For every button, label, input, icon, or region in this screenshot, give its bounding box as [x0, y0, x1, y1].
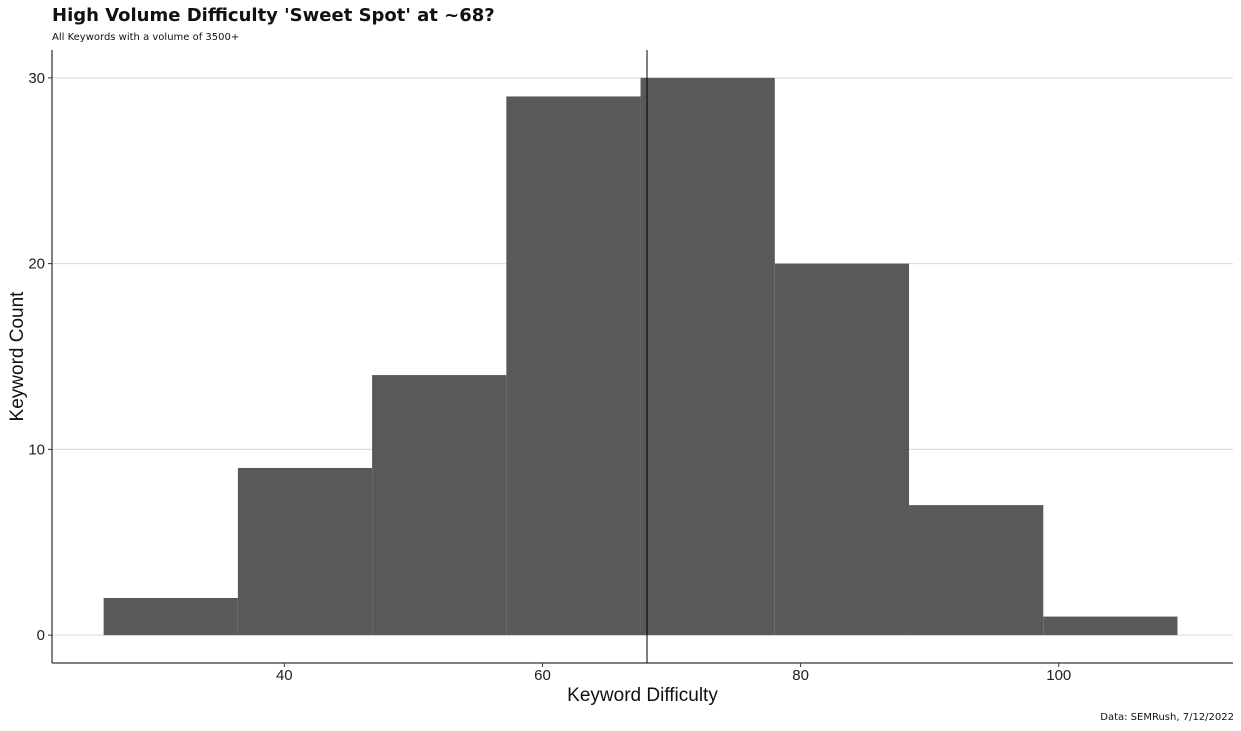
histogram-bar-7: [909, 505, 1044, 636]
x-tick-label-60: 60: [534, 667, 551, 684]
x-axis-title: Keyword Difficulty: [567, 685, 718, 706]
histogram-bar-3: [372, 375, 507, 636]
histogram-bar-6: [774, 263, 910, 636]
y-axis-title: Keyword Count: [7, 291, 28, 422]
y-tick-label-20: 20: [28, 256, 45, 273]
x-tick-label-100: 100: [1046, 667, 1071, 684]
histogram-bar-5: [640, 77, 775, 636]
chart-title: High Volume Difficulty 'Sweet Spot' at ~…: [52, 5, 495, 26]
histogram-bar-8: [1043, 616, 1178, 636]
x-tick-label-80: 80: [792, 667, 809, 684]
y-tick-label-30: 30: [28, 70, 45, 87]
data-source-caption: Data: SEMRush, 7/12/2022: [1100, 712, 1234, 723]
y-axis-ticks: 0 10 20 30: [28, 70, 52, 644]
y-tick-label-10: 10: [28, 441, 45, 458]
axes: [51, 50, 1233, 664]
histogram-bar-4: [506, 96, 641, 636]
histogram-bar-2: [237, 467, 373, 636]
histogram-bars: [103, 77, 1178, 636]
x-axis-ticks: 40 60 80 100: [276, 663, 1071, 684]
histogram-bar-1: [103, 597, 238, 636]
x-tick-label-40: 40: [276, 667, 293, 684]
chart-subtitle: All Keywords with a volume of 3500+: [52, 32, 240, 43]
y-tick-label-0: 0: [37, 627, 45, 644]
